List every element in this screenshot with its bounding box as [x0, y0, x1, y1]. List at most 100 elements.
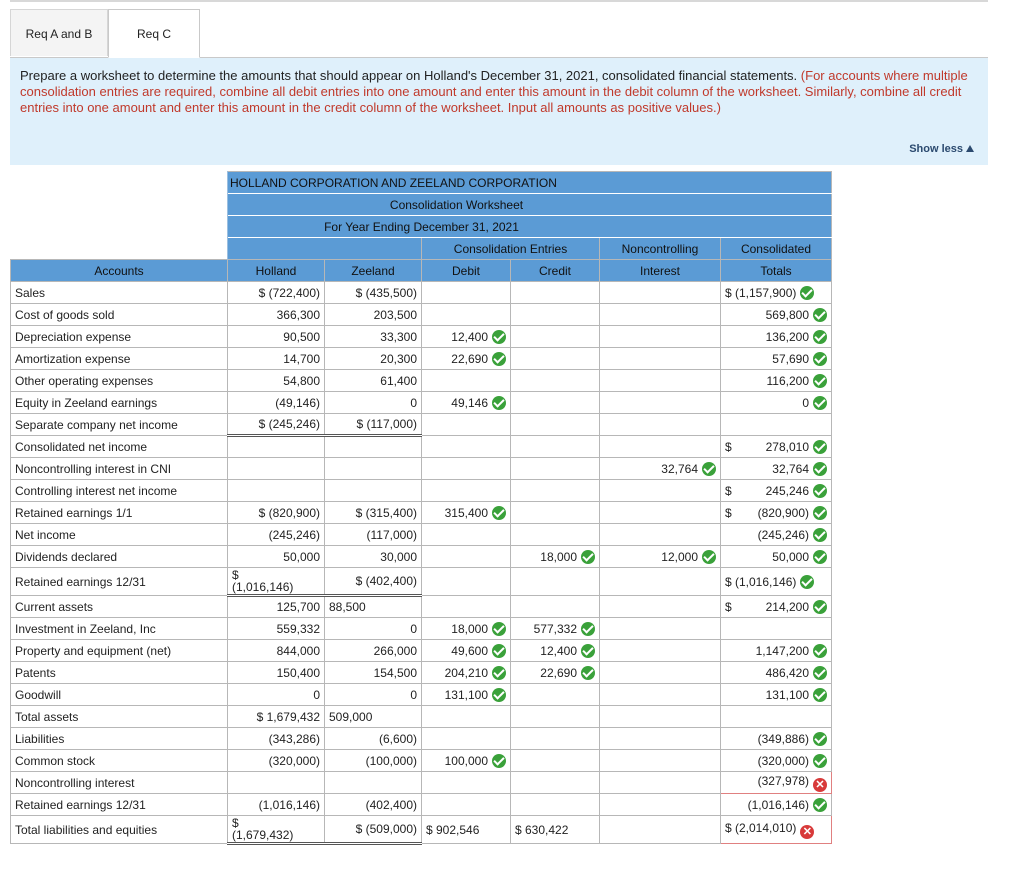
credit-cell[interactable] [510, 793, 600, 816]
holland-cell[interactable]: $ (1,016,146) [227, 567, 325, 597]
holland-cell[interactable]: (343,286) [227, 727, 325, 750]
totals-cell[interactable]: 136,200 [720, 325, 832, 348]
tab-req-a-and-b[interactable]: Req A and B [10, 9, 108, 56]
totals-cell[interactable]: 116,200 [720, 369, 832, 392]
totals-cell[interactable]: $214,200 [720, 595, 832, 618]
debit-cell[interactable] [421, 793, 511, 816]
nci-cell[interactable] [599, 435, 721, 458]
holland-cell[interactable]: (49,146) [227, 391, 325, 414]
credit-cell[interactable] [510, 567, 600, 596]
zeeland-cell[interactable]: 0 [324, 683, 422, 706]
zeeland-cell[interactable]: 154,500 [324, 661, 422, 684]
zeeland-cell[interactable]: $ (509,000) [324, 815, 422, 845]
debit-cell[interactable] [421, 595, 511, 618]
holland-cell[interactable]: (245,246) [227, 523, 325, 546]
nci-cell[interactable] [599, 501, 721, 524]
nci-cell[interactable] [599, 523, 721, 546]
holland-cell[interactable]: 14,700 [227, 347, 325, 370]
totals-cell[interactable]: $245,246 [720, 479, 832, 502]
totals-cell[interactable]: $ (2,014,010) ✕ [720, 815, 832, 844]
debit-cell[interactable] [421, 567, 511, 596]
zeeland-cell[interactable]: 509,000 [324, 705, 422, 728]
credit-cell[interactable] [510, 479, 600, 502]
totals-cell[interactable]: 0 [720, 391, 832, 414]
nci-cell[interactable]: 32,764 [599, 457, 721, 480]
nci-cell[interactable] [599, 303, 721, 326]
credit-cell[interactable] [510, 705, 600, 728]
holland-cell[interactable]: 0 [227, 683, 325, 706]
debit-cell[interactable] [421, 457, 511, 480]
totals-cell[interactable]: 32,764 [720, 457, 832, 480]
nci-cell[interactable] [599, 369, 721, 392]
zeeland-cell[interactable]: 20,300 [324, 347, 422, 370]
totals-cell[interactable]: 486,420 [720, 661, 832, 684]
debit-cell[interactable]: 100,000 [421, 749, 511, 772]
debit-cell[interactable] [421, 523, 511, 546]
zeeland-cell[interactable]: (100,000) [324, 749, 422, 772]
zeeland-cell[interactable]: (402,400) [324, 793, 422, 816]
credit-cell[interactable] [510, 749, 600, 772]
totals-cell[interactable]: $ (820,900) [720, 501, 832, 524]
credit-cell[interactable] [510, 727, 600, 750]
totals-cell[interactable] [720, 617, 832, 640]
holland-cell[interactable] [227, 479, 325, 502]
zeeland-cell[interactable]: 61,400 [324, 369, 422, 392]
holland-cell[interactable]: 125,700 [227, 595, 325, 618]
credit-cell[interactable]: 577,332 [510, 617, 600, 640]
totals-cell[interactable]: 131,100 [720, 683, 832, 706]
zeeland-cell[interactable] [324, 479, 422, 502]
holland-cell[interactable]: $ 1,679,432 [227, 705, 325, 728]
holland-cell[interactable]: (320,000) [227, 749, 325, 772]
holland-cell[interactable] [227, 457, 325, 480]
nci-cell[interactable] [599, 771, 721, 794]
nci-cell[interactable] [599, 749, 721, 772]
zeeland-cell[interactable]: (117,000) [324, 523, 422, 546]
zeeland-cell[interactable] [324, 457, 422, 480]
zeeland-cell[interactable]: 266,000 [324, 639, 422, 662]
credit-cell[interactable]: 12,400 [510, 639, 600, 662]
holland-cell[interactable]: $ (820,900) [227, 501, 325, 524]
credit-cell[interactable]: 22,690 [510, 661, 600, 684]
credit-cell[interactable] [510, 683, 600, 706]
nci-cell[interactable] [599, 595, 721, 618]
nci-cell[interactable] [599, 479, 721, 502]
zeeland-cell[interactable]: $ (117,000) [324, 413, 422, 437]
totals-cell[interactable]: $ (1,016,146) [720, 567, 832, 596]
holland-cell[interactable]: 559,332 [227, 617, 325, 640]
debit-cell[interactable]: 18,000 [421, 617, 511, 640]
holland-cell[interactable]: (1,016,146) [227, 793, 325, 816]
zeeland-cell[interactable]: 88,500 [324, 595, 422, 618]
totals-cell[interactable]: 1,147,200 [720, 639, 832, 662]
totals-cell[interactable]: (320,000) [720, 749, 832, 772]
holland-cell[interactable]: 844,000 [227, 639, 325, 662]
credit-cell[interactable] [510, 347, 600, 370]
credit-cell[interactable] [510, 457, 600, 480]
debit-cell[interactable]: 22,690 [421, 347, 511, 370]
holland-cell[interactable] [227, 771, 325, 794]
debit-cell[interactable] [421, 705, 511, 728]
credit-cell[interactable] [510, 435, 600, 458]
nci-cell[interactable] [599, 727, 721, 750]
nci-cell[interactable] [599, 705, 721, 728]
debit-cell[interactable] [421, 771, 511, 794]
nci-cell[interactable]: 12,000 [599, 545, 721, 568]
credit-cell[interactable] [510, 523, 600, 546]
holland-cell[interactable]: 54,800 [227, 369, 325, 392]
debit-cell[interactable]: 204,210 [421, 661, 511, 684]
show-less-link[interactable]: Show less [909, 141, 974, 157]
debit-cell[interactable] [421, 413, 511, 436]
credit-cell[interactable] [510, 391, 600, 414]
holland-cell[interactable]: $ (1,679,432) [227, 815, 325, 845]
debit-cell[interactable] [421, 545, 511, 568]
totals-cell[interactable]: 57,690 [720, 347, 832, 370]
totals-cell[interactable]: (1,016,146) [720, 793, 832, 816]
zeeland-cell[interactable]: $ (315,400) [324, 501, 422, 524]
totals-cell[interactable]: 569,800 [720, 303, 832, 326]
debit-cell[interactable] [421, 281, 511, 304]
totals-cell[interactable] [720, 705, 832, 728]
zeeland-cell[interactable]: 30,000 [324, 545, 422, 568]
nci-cell[interactable] [599, 281, 721, 304]
debit-cell[interactable] [421, 435, 511, 458]
nci-cell[interactable] [599, 683, 721, 706]
credit-cell[interactable] [510, 369, 600, 392]
